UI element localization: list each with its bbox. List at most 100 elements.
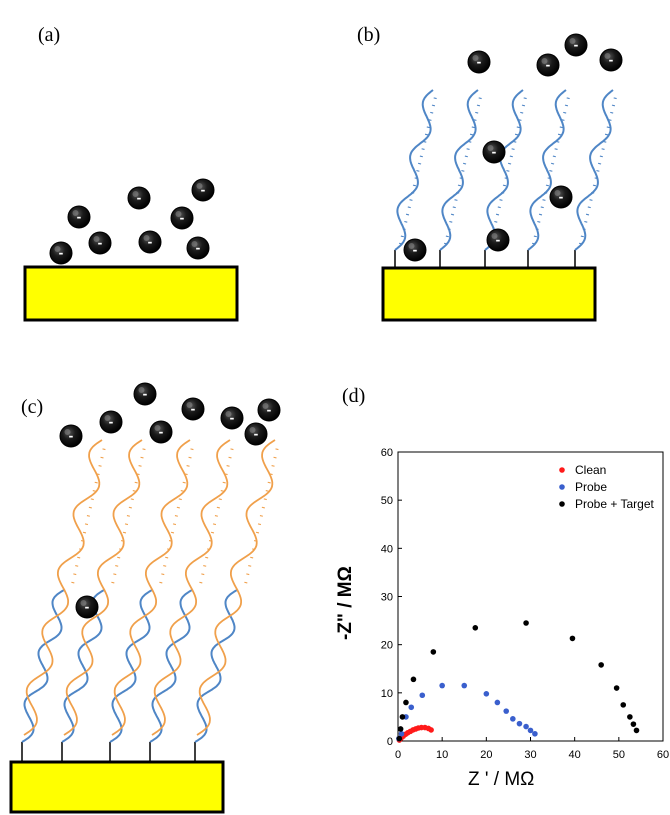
- anion-icon: -: [133, 382, 157, 406]
- chart-legend: Clean Probe Probe + Target: [559, 463, 654, 511]
- data-point: [399, 714, 406, 720]
- ion-charge-sign: -: [85, 599, 90, 615]
- data-point: [503, 708, 510, 714]
- data-point: [419, 692, 426, 699]
- data-point: [620, 702, 627, 708]
- anion-icon: -: [149, 420, 173, 444]
- anion-icon: -: [549, 185, 573, 209]
- panel-c-probe-target-electrode: ---------: [9, 382, 281, 814]
- plot-frame: [397, 451, 664, 742]
- ion-charge-sign: -: [413, 242, 418, 258]
- y-tick-label: 50: [381, 495, 393, 507]
- anion-icon: -: [564, 33, 588, 57]
- ion-charge-sign: -: [148, 234, 153, 250]
- data-point: [494, 699, 501, 706]
- anion-icon: -: [186, 236, 210, 260]
- data-point: [410, 676, 417, 683]
- probe-strands-b: [394, 89, 617, 267]
- data-point: [630, 721, 637, 727]
- data-point: [396, 735, 403, 742]
- data-point: [461, 682, 468, 689]
- data-point: [523, 620, 529, 626]
- y-tick-label: 30: [381, 592, 393, 604]
- anion-icon: -: [138, 230, 162, 254]
- hybridized-strands-c: [21, 439, 279, 761]
- x-tick-label: 60: [657, 749, 669, 761]
- ion-charge-sign: -: [496, 232, 501, 248]
- y-tick-label: 60: [381, 447, 393, 459]
- hybridized-strand: [149, 439, 234, 761]
- data-point: [627, 714, 633, 720]
- data-point: [472, 625, 479, 631]
- probe-strand: [527, 89, 570, 267]
- data-point: [408, 704, 415, 711]
- anion-icon: -: [257, 398, 281, 422]
- ion-charge-sign: -: [267, 402, 272, 418]
- hybridized-strand: [109, 439, 194, 761]
- ion-charge-sign: -: [230, 410, 235, 426]
- ions-b: - - - - - - - -: [403, 33, 623, 262]
- anion-icon: -: [67, 205, 91, 229]
- x-tick-label: 30: [524, 749, 536, 761]
- probe-strand: [394, 89, 437, 267]
- ion-charge-sign: -: [77, 209, 82, 225]
- panel-b-probe-electrode: - - - - - - - -: [381, 33, 623, 322]
- legend-marker: [559, 484, 565, 490]
- data-point: [613, 685, 620, 691]
- ion-charge-sign: -: [98, 235, 103, 251]
- hybridized-strand: [194, 439, 279, 761]
- anion-icon: -: [181, 397, 205, 421]
- anion-icon: -: [75, 595, 99, 619]
- panel-label-d: (d): [342, 385, 366, 407]
- data-point: [510, 716, 516, 722]
- data-point: [532, 730, 538, 737]
- data-point: [527, 727, 534, 734]
- anion-icon: -: [599, 48, 623, 72]
- anion-icon: -: [403, 238, 427, 262]
- legend-marker: [559, 467, 565, 473]
- y-tick-label: 10: [381, 688, 393, 700]
- anion-icon: -: [59, 424, 83, 448]
- ion-charge-sign: -: [180, 210, 185, 226]
- ion-charge-sign: -: [574, 37, 579, 53]
- legend-marker: [559, 501, 565, 507]
- hybridized-strand: [21, 439, 106, 761]
- ion-charge-sign: -: [196, 240, 201, 256]
- data-point: [569, 635, 576, 642]
- legend-label: Probe + Target: [575, 497, 654, 511]
- anion-icon: -: [127, 186, 151, 210]
- ion-charge-sign: -: [69, 428, 74, 444]
- panel-d-nyquist-chart: 0 10 20 30 40 50 60 0 10 20 30 40 50 60 Clean Probe Pro…: [335, 447, 669, 790]
- axis-ticks: 0 10 20 30 40 50 60 0 10 20 30 40 50 60: [381, 447, 669, 761]
- electrode-a: [23, 265, 239, 322]
- anion-icon: -: [99, 410, 123, 434]
- ion-charge-sign: -: [559, 189, 564, 205]
- panel-label-c: (c): [21, 396, 44, 418]
- panel-a-clean-electrode: -- ---- - -: [23, 178, 239, 322]
- ion-charge-sign: -: [546, 57, 551, 73]
- anion-icon: -: [244, 422, 268, 446]
- y-tick-label: 40: [381, 543, 393, 555]
- ion-charge-sign: -: [609, 52, 614, 68]
- x-tick-label: 10: [436, 749, 448, 761]
- anion-icon: -: [220, 406, 244, 430]
- panel-label-b: (b): [357, 24, 381, 46]
- anion-icon: -: [191, 178, 215, 202]
- anion-icon: -: [536, 53, 560, 77]
- data-point: [516, 720, 523, 727]
- data-points: [396, 620, 640, 743]
- ion-charge-sign: -: [143, 386, 148, 402]
- electrode-b: [381, 266, 597, 322]
- hybridized-strand: [61, 439, 146, 761]
- x-tick-label: 0: [395, 749, 401, 761]
- data-point: [398, 730, 405, 737]
- legend-label: Probe: [575, 480, 607, 494]
- x-tick-label: 40: [569, 749, 581, 761]
- data-point: [430, 649, 437, 655]
- probe-strand: [484, 89, 527, 267]
- data-point: [403, 699, 409, 706]
- ion-charge-sign: -: [492, 144, 497, 160]
- anion-icon: -: [482, 140, 506, 164]
- electrode-c: [9, 760, 225, 814]
